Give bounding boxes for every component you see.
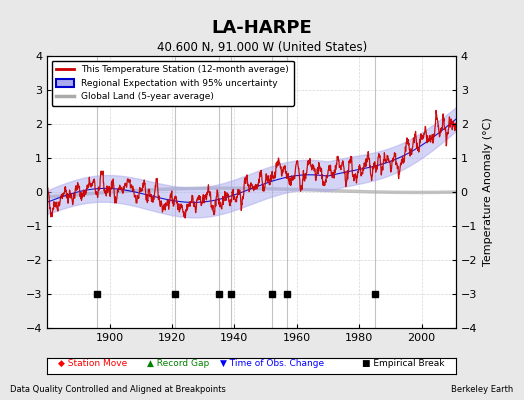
Y-axis label: Temperature Anomaly (°C): Temperature Anomaly (°C): [483, 118, 493, 266]
Legend: This Temperature Station (12-month average), Regional Expectation with 95% uncer: This Temperature Station (12-month avera…: [52, 60, 294, 106]
Text: LA-HARPE: LA-HARPE: [212, 19, 312, 37]
Text: Berkeley Earth: Berkeley Earth: [451, 385, 514, 394]
Text: ■ Empirical Break: ■ Empirical Break: [362, 359, 444, 368]
Text: ▲ Record Gap: ▲ Record Gap: [147, 359, 209, 368]
Text: Data Quality Controlled and Aligned at Breakpoints: Data Quality Controlled and Aligned at B…: [10, 385, 226, 394]
Text: ◆ Station Move: ◆ Station Move: [58, 359, 127, 368]
Text: ▼ Time of Obs. Change: ▼ Time of Obs. Change: [220, 359, 324, 368]
Text: 40.600 N, 91.000 W (United States): 40.600 N, 91.000 W (United States): [157, 42, 367, 54]
